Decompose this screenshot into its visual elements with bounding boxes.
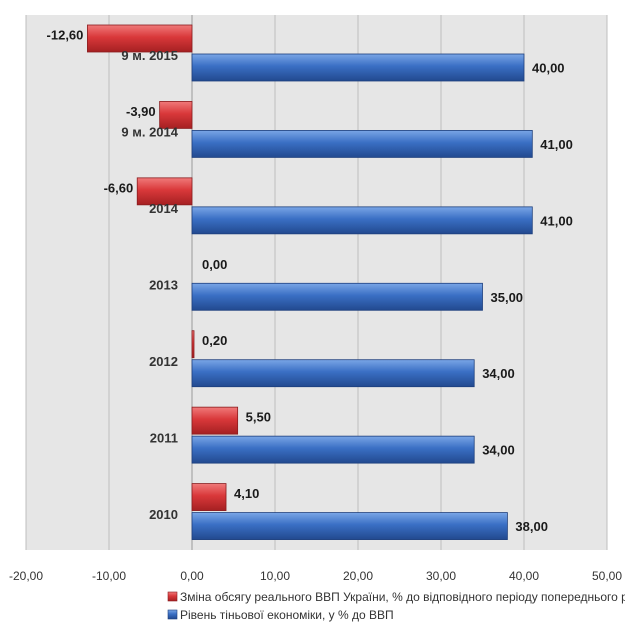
bar-shadow-economy: [191, 53, 525, 82]
category-label: 2013: [149, 278, 178, 293]
data-label-gdp-change: -12,60: [47, 28, 84, 43]
category-label: 2012: [149, 354, 178, 369]
bar-shadow-economy: [191, 512, 508, 540]
bar-gdp-change: [191, 330, 195, 359]
bar-shadow-economy: [191, 359, 475, 388]
legend-label-gdp-change: Зміна обсягу реального ВВП України, % до…: [180, 590, 625, 604]
bar-shadow-economy: [191, 435, 475, 464]
data-label-shadow-economy: 38,00: [515, 519, 548, 534]
bar-shadow-economy: [191, 206, 533, 235]
data-labels: -12,60 40,00 -3,90 41,00 -6,60 41,00 0,00 35,00…: [47, 28, 573, 535]
bar-gdp-change: [87, 24, 193, 53]
data-label-gdp-change: -6,60: [104, 180, 134, 195]
x-tick-label: -10,00: [92, 569, 126, 583]
category-label: 9 м. 2015: [121, 48, 178, 63]
plot-area: [26, 15, 607, 550]
legend-label-shadow-economy: Рівень тіньової економіки, у % до ВВП: [180, 608, 394, 622]
legend-swatch-gdp-change: [167, 591, 178, 602]
legend-swatch-shadow-economy: [167, 609, 178, 620]
x-tick-label: 40,00: [509, 569, 539, 583]
data-label-gdp-change: 0,20: [202, 333, 227, 348]
data-label-shadow-economy: 34,00: [482, 366, 515, 381]
bar-shadow-economy: [191, 130, 533, 158]
gridlines: [25, 15, 608, 550]
bar-gdp-change: [159, 101, 193, 129]
data-label-gdp-change: 5,50: [246, 410, 271, 425]
data-label-shadow-economy: 35,00: [491, 290, 524, 305]
category-labels: 9 м. 2015 9 м. 2014 2014 2013 2012 2011 2010: [121, 48, 178, 522]
x-tick-label: 0,00: [180, 569, 204, 583]
x-tick-label: 30,00: [426, 569, 456, 583]
x-tick-label: 50,00: [592, 569, 622, 583]
x-tick-label: 20,00: [343, 569, 373, 583]
bars: [87, 24, 533, 540]
x-tick-label: -20,00: [9, 569, 43, 583]
data-label-shadow-economy: 34,00: [482, 443, 515, 458]
category-label: 2011: [150, 430, 178, 445]
data-label-gdp-change: -3,90: [126, 104, 156, 119]
category-label: 2014: [149, 201, 179, 216]
category-label: 2010: [149, 507, 178, 522]
data-label-shadow-economy: 41,00: [540, 213, 573, 228]
data-label-shadow-economy: 41,00: [540, 137, 573, 152]
x-tick-label: 10,00: [260, 569, 290, 583]
legend: Зміна обсягу реального ВВП України, % до…: [167, 590, 625, 622]
bar-gdp-change: [136, 177, 193, 206]
bar-gdp-change: [191, 483, 227, 511]
bar-gdp-change: [191, 406, 239, 435]
data-label-gdp-change: 0,00: [202, 257, 227, 272]
data-label-gdp-change: 4,10: [234, 486, 259, 501]
category-label: 9 м. 2014: [121, 125, 178, 140]
data-label-shadow-economy: 40,00: [532, 61, 565, 76]
x-axis: -20,00 -10,00 0,00 10,00 20,00 30,00 40,00 50,0…: [9, 15, 622, 583]
bar-shadow-economy: [191, 282, 483, 311]
